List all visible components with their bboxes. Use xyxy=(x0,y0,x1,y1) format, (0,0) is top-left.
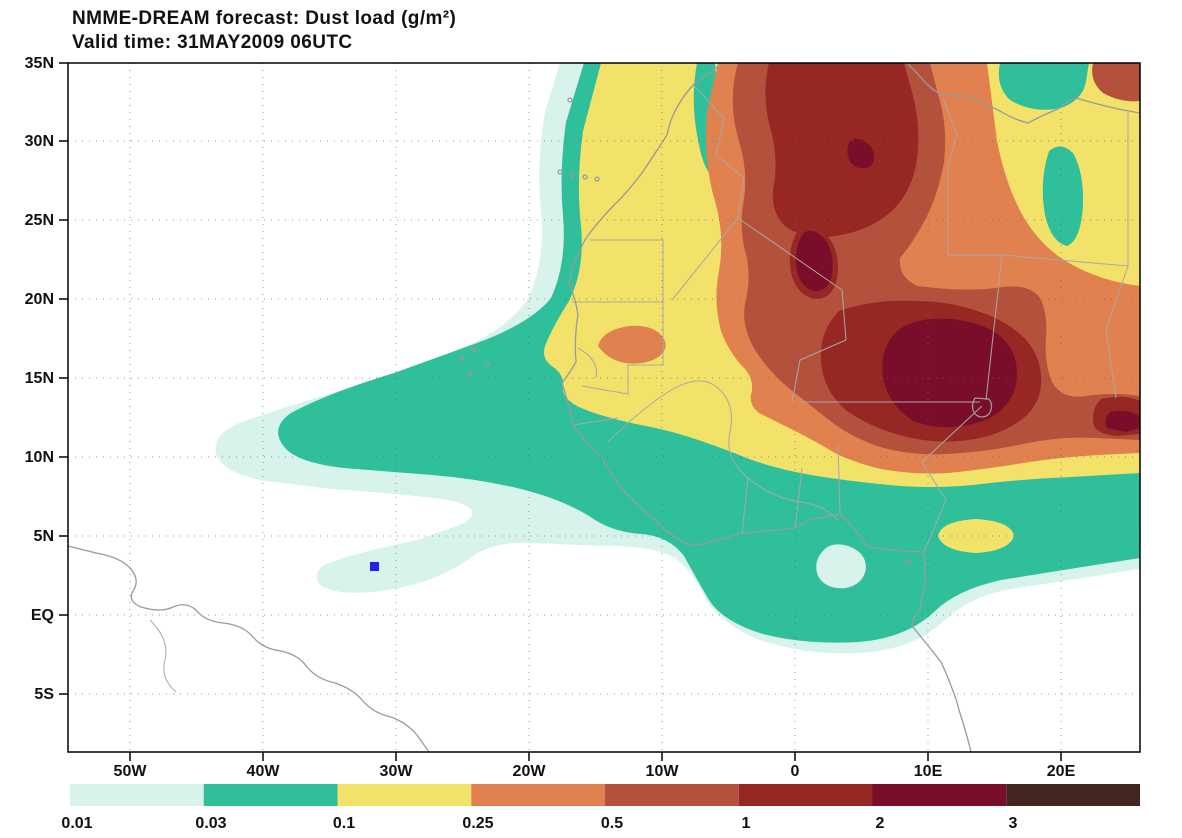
x-tick-label: 10W xyxy=(646,763,680,780)
colorbar-label: 3 xyxy=(1009,815,1018,832)
contour-red-corner xyxy=(1092,63,1140,102)
y-tick-label: 5N xyxy=(34,528,54,545)
contour-green-patch xyxy=(998,63,1089,110)
y-tick-label: 5S xyxy=(34,686,54,703)
y-tick-label: 10N xyxy=(25,449,54,466)
y-tick-label: 30N xyxy=(25,133,54,150)
station-marker xyxy=(370,562,379,571)
chart-valid-time: Valid time: 31MAY2009 06UTC xyxy=(72,32,352,53)
coastline-south-america xyxy=(68,545,430,752)
x-tick-label: 30W xyxy=(380,763,414,780)
colorbar-segment xyxy=(203,784,338,806)
colorbar-segment xyxy=(471,784,605,806)
coastline-mediterranean xyxy=(906,63,1140,124)
x-axis-labels: 50W 40W 30W 20W 10W 0 10E 20E xyxy=(114,763,1076,780)
y-tick-label: 35N xyxy=(25,55,54,72)
colorbar-segment xyxy=(1006,784,1140,806)
x-tick-label: 20E xyxy=(1047,763,1076,780)
contour-yellow-patch xyxy=(938,519,1014,553)
colorbar-segment xyxy=(337,784,472,806)
x-tick-label: 40W xyxy=(247,763,281,780)
x-tick-label: 20W xyxy=(513,763,547,780)
contour-fill-2 xyxy=(795,230,833,292)
colorbar-segment xyxy=(605,784,739,806)
colorbar-segment xyxy=(872,784,1007,806)
contour-green-patch xyxy=(1042,146,1084,246)
islands xyxy=(459,97,912,566)
y-tick-label: 15N xyxy=(25,370,54,387)
colorbar-label: 2 xyxy=(876,815,885,832)
x-tick-label: 10E xyxy=(914,763,943,780)
plot-frame xyxy=(67,62,1141,753)
contour-fill-1 xyxy=(765,63,919,237)
rivers xyxy=(149,347,839,693)
colorbar: 0.01 0.03 0.1 0.25 0.5 1 2 3 xyxy=(61,784,1140,832)
contour-fill-2 xyxy=(847,138,875,169)
colorbar-label: 0.25 xyxy=(462,815,493,832)
lake-chad xyxy=(971,397,993,418)
colorbar-label: 0.1 xyxy=(333,815,355,832)
map-canvas xyxy=(68,63,1140,752)
colorbar-label: 1 xyxy=(742,815,751,832)
chart-title: NMME-DREAM forecast: Dust load (g/m²) xyxy=(72,8,456,29)
contour-fill-2 xyxy=(1105,410,1140,432)
contour-cyan-patch xyxy=(816,544,866,589)
country-borders xyxy=(572,85,1129,553)
colorbar-label: 0.5 xyxy=(601,815,623,832)
colorbar-label: 0.03 xyxy=(195,815,226,832)
y-tick-label: EQ xyxy=(31,607,54,624)
contour-orange-patch xyxy=(598,325,666,364)
axis-ticks xyxy=(59,62,1062,761)
contour-fill-2 xyxy=(882,318,1017,428)
y-tick-label: 25N xyxy=(25,212,54,229)
x-tick-label: 0 xyxy=(791,763,800,780)
y-tick-label: 20N xyxy=(25,291,54,308)
colorbar-segment xyxy=(70,784,204,806)
colorbar-segment xyxy=(738,784,873,806)
coastline-africa-west xyxy=(561,63,972,752)
x-tick-label: 50W xyxy=(114,763,148,780)
y-axis-labels: 35N 30N 25N 20N 15N 10N 5N EQ 5S xyxy=(25,55,55,703)
colorbar-label: 0.01 xyxy=(61,815,92,832)
